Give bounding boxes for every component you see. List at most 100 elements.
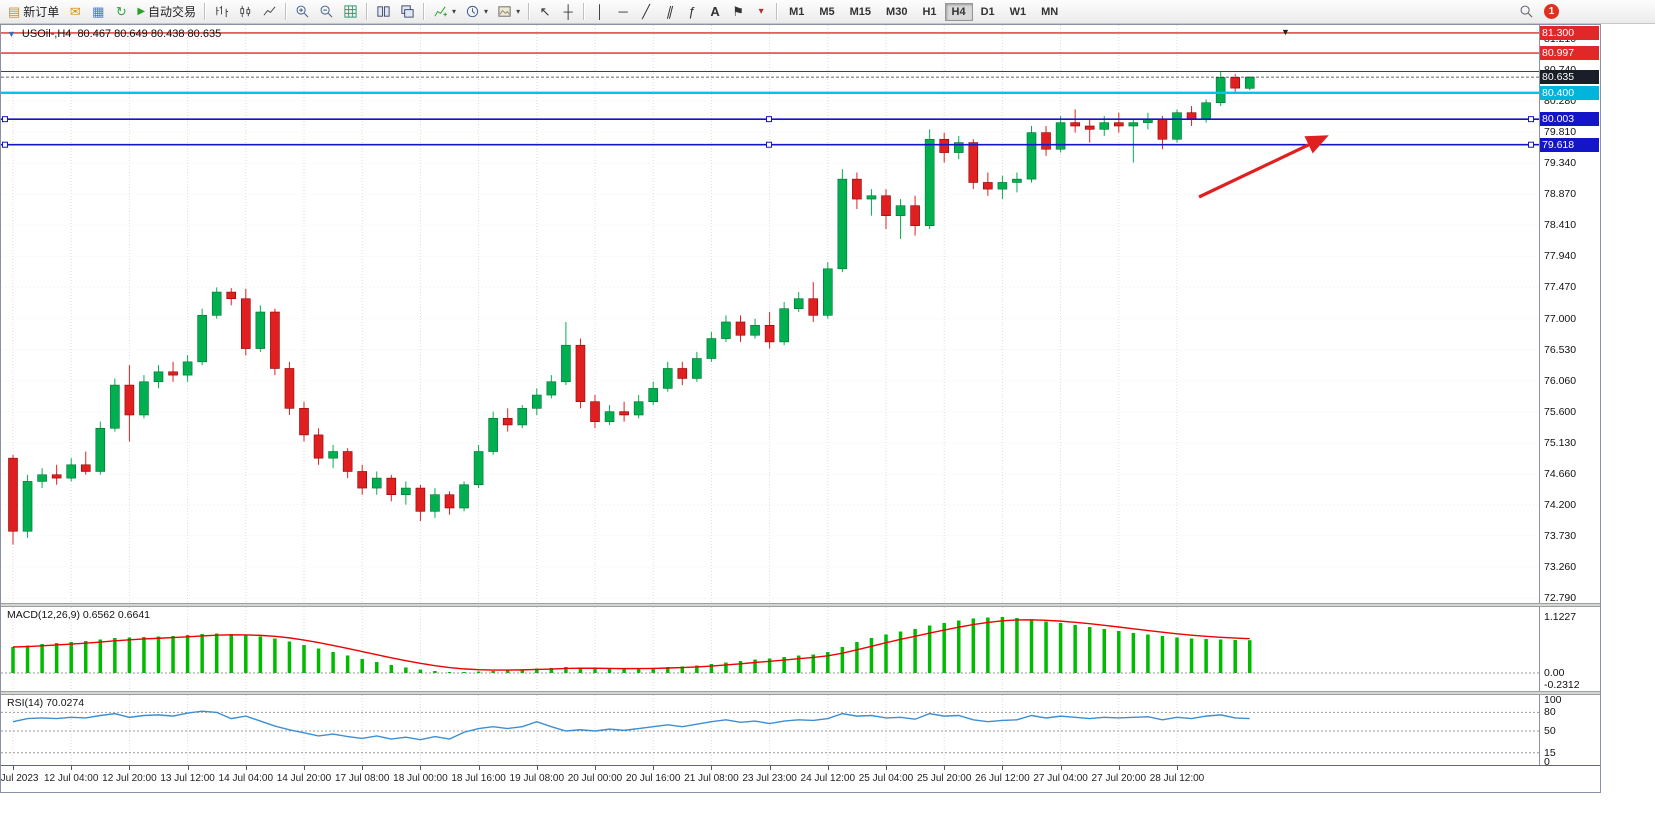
- time-label: 20 Jul 16:00: [625, 773, 681, 784]
- time-tick: [1002, 766, 1004, 770]
- macd-bar: [1058, 623, 1063, 673]
- channel-icon: ∥: [665, 4, 673, 19]
- macd-bar: [666, 667, 670, 673]
- time-label: 19 Jul 08:00: [509, 773, 565, 784]
- macd-bar: [1102, 629, 1106, 673]
- price-chart-pane[interactable]: ▼ USOil-,H4 80.467 80.649 80.438 80.635 …: [1, 25, 1539, 603]
- horizontal-line-button[interactable]: ─: [612, 2, 634, 22]
- time-label: 27 Jul 20:00: [1091, 773, 1147, 784]
- macd-bar: [84, 641, 88, 673]
- price-scale-label: 79.810: [1544, 125, 1577, 138]
- timeframe-button-M5[interactable]: M5: [812, 3, 841, 21]
- templates-button[interactable]: ▾: [493, 2, 524, 22]
- dropdown-caret-icon: ▾: [516, 7, 521, 16]
- tile-windows-button[interactable]: [372, 2, 395, 22]
- toolbar-separator: [423, 3, 426, 20]
- label-tool-button[interactable]: ⚑: [727, 2, 749, 22]
- timeframe-button-M15[interactable]: M15: [843, 3, 878, 21]
- fibonacci-button[interactable]: ƒ: [681, 2, 703, 22]
- timeframe-button-H4[interactable]: H4: [944, 2, 973, 21]
- rsi-pane[interactable]: RSI(14) 70.0274: [1, 695, 1539, 765]
- price-scale-label: 77.940: [1544, 250, 1577, 263]
- toolbar-separator: [528, 3, 531, 20]
- macd-bar: [520, 669, 524, 673]
- macd-bar: [753, 659, 757, 673]
- time-tick: [944, 766, 946, 770]
- toolbar-separator: [204, 3, 207, 20]
- macd-bar: [273, 638, 277, 673]
- rsi-scale-label: 0: [1544, 756, 1550, 768]
- timeframe-button-H1[interactable]: H1: [915, 3, 943, 21]
- accounts-icon: ▦: [92, 4, 105, 19]
- macd-bar: [447, 672, 452, 673]
- accounts-button[interactable]: ▦: [87, 2, 109, 22]
- line-handle: [1528, 116, 1534, 123]
- line-chart-button[interactable]: [258, 2, 281, 22]
- crosshair-button[interactable]: ┼: [557, 2, 579, 22]
- grid-icon: [344, 5, 357, 18]
- refresh-button[interactable]: ↻: [110, 2, 132, 22]
- auto-trading-button[interactable]: ▶ 自动交易: [133, 2, 200, 22]
- shapes-button[interactable]: ▾: [750, 2, 772, 22]
- macd-pane[interactable]: MACD(12,26,9) 0.6562 0.6641: [1, 607, 1539, 691]
- zoom-out-button[interactable]: [315, 2, 338, 22]
- chart-menu-icon[interactable]: ▼: [1281, 27, 1290, 37]
- macd-bar: [695, 665, 699, 673]
- line-chart-icon: [263, 6, 276, 16]
- panel-splitter[interactable]: [1, 603, 1600, 607]
- cursor-button[interactable]: ↖: [534, 2, 556, 22]
- time-tick: [71, 766, 73, 770]
- macd-bar: [564, 667, 568, 673]
- new-order-button[interactable]: ▤ 新订单: [4, 2, 63, 22]
- dropdown-caret-icon: ▾: [484, 7, 489, 16]
- macd-bar: [360, 659, 364, 673]
- mail-button[interactable]: ✉: [64, 2, 86, 22]
- time-label: 18 Jul 00:00: [393, 773, 448, 784]
- macd-bar: [826, 652, 830, 673]
- time-label: 21 Jul 08:00: [684, 773, 739, 784]
- one-click-trading-icon[interactable]: ▼: [7, 29, 16, 39]
- zoom-out-icon: [320, 5, 333, 18]
- vertical-line-button[interactable]: │: [589, 2, 611, 22]
- macd-bar: [796, 655, 801, 673]
- panel-splitter[interactable]: [1, 691, 1600, 695]
- time-label: 14 Jul 04:00: [218, 773, 274, 784]
- notification-badge[interactable]: 1: [1544, 4, 1559, 19]
- macd-bar: [651, 668, 655, 673]
- timeframe-button-D1[interactable]: D1: [974, 3, 1002, 21]
- price-scale-label: 78.410: [1544, 218, 1577, 231]
- macd-bar: [462, 672, 466, 673]
- macd-bar: [258, 636, 263, 673]
- trendline-button[interactable]: ╱: [635, 2, 657, 22]
- macd-bar: [316, 648, 321, 673]
- macd-bar: [767, 658, 772, 673]
- toolbar-separator: [776, 3, 779, 20]
- timeframe-button-M30[interactable]: M30: [879, 3, 914, 21]
- timeframe-button-W1[interactable]: W1: [1003, 3, 1034, 21]
- price-scale[interactable]: 81.21080.74080.28079.81079.34078.87078.4…: [1539, 25, 1601, 604]
- search-button[interactable]: [1515, 2, 1538, 22]
- channel-button[interactable]: ∥: [658, 2, 680, 22]
- indicators-icon: [434, 6, 448, 17]
- cascade-windows-button[interactable]: [396, 2, 419, 22]
- candlestick-chart-button[interactable]: [234, 2, 257, 22]
- zoom-in-button[interactable]: [291, 2, 314, 22]
- macd-bar: [724, 662, 728, 673]
- timeframe-button-M1[interactable]: M1: [782, 3, 811, 21]
- price-scale-label: 79.340: [1544, 157, 1577, 170]
- macd-bar: [1087, 627, 1092, 673]
- macd-bar: [1204, 639, 1208, 673]
- indicators-button[interactable]: ▾: [429, 2, 460, 22]
- time-tick: [420, 766, 422, 770]
- grid-button[interactable]: [339, 2, 362, 22]
- periods-button[interactable]: ▾: [461, 2, 492, 22]
- toolbar-separator: [285, 3, 288, 20]
- candlestick-chart[interactable]: [1, 25, 1539, 603]
- bar-chart-button[interactable]: [210, 2, 233, 22]
- timeframe-button-MN[interactable]: MN: [1034, 3, 1065, 21]
- rsi-scale: 100 80 50 15 0: [1539, 694, 1601, 768]
- text-tool-button[interactable]: A: [704, 2, 726, 22]
- line-handle: [766, 116, 772, 123]
- dropdown-caret-icon: ▾: [452, 7, 457, 16]
